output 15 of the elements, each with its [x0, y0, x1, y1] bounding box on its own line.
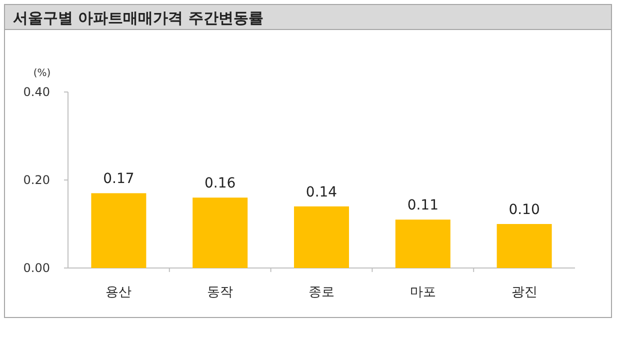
data-label: 0.14 — [306, 184, 338, 200]
data-label: 0.17 — [103, 171, 134, 188]
x-tick-label: 광진 — [511, 285, 538, 300]
title: 서울구별 아파트매매가격 주간변동률 — [4, 4, 612, 30]
x-tick-label: 용산 — [106, 285, 132, 300]
data-label: 0.11 — [407, 198, 438, 214]
y-tick-label: 0.40 — [23, 85, 50, 99]
data-label: 0.16 — [204, 176, 236, 192]
x-tick-label: 동작 — [207, 285, 234, 300]
x-tick-label: 종로 — [308, 285, 334, 300]
y-tick-label: 0.00 — [23, 261, 50, 275]
data-label: 0.10 — [508, 202, 540, 218]
x-tick-label: 마포 — [410, 285, 436, 300]
y-axis-title: (%) — [33, 68, 51, 79]
y-tick-label: 0.20 — [23, 173, 50, 187]
